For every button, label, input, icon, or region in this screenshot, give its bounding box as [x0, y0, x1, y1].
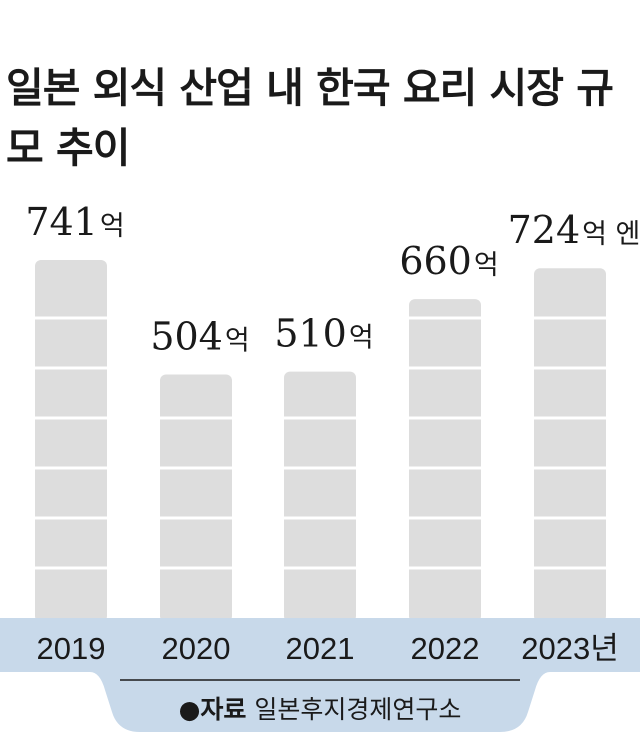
value-label: 724억 엔	[508, 208, 640, 252]
source-label: 자료	[200, 695, 246, 724]
value-label-unit: 억	[349, 323, 374, 354]
bar	[284, 371, 356, 622]
bar	[35, 260, 107, 622]
x-tick-label: 2023년	[521, 631, 618, 666]
chart-title: 일본 외식 산업 내 한국 요리 시장 규모 추이	[6, 64, 614, 172]
value-label-unit: 억	[100, 211, 125, 242]
source-name: 일본후지경제연구소	[254, 695, 461, 724]
source-text: ●자료 일본후지경제연구소	[179, 695, 462, 724]
value-label: 660억	[399, 239, 498, 283]
value-label-number: 510	[274, 312, 347, 356]
value-label-number: 724	[508, 208, 581, 252]
value-label-number: 504	[150, 315, 223, 359]
bar	[534, 268, 606, 622]
source-group: ●자료 일본후지경제연구소	[179, 695, 462, 724]
value-label-unit: 억 엔	[582, 219, 640, 250]
bar	[409, 299, 481, 622]
x-tick-label: 2019	[37, 631, 106, 666]
bars-group	[35, 260, 606, 622]
value-label: 504억	[150, 315, 249, 359]
axis-band-shape	[0, 618, 640, 732]
value-label: 741억	[25, 200, 124, 244]
x-tick-labels-group: 2019 2020 2021 2022 2023년	[37, 631, 619, 666]
value-label-number: 660	[399, 239, 472, 283]
x-tick-label: 2021	[286, 631, 355, 666]
value-label: 510억	[274, 312, 373, 356]
x-tick-label: 2020	[162, 631, 231, 666]
x-tick-label: 2022	[411, 631, 480, 666]
value-label-unit: 억	[474, 250, 499, 281]
axis-band	[0, 618, 640, 732]
source-marker: ●	[179, 695, 201, 724]
bar	[160, 374, 232, 622]
value-label-number: 741	[25, 200, 98, 244]
value-label-unit: 억	[225, 326, 250, 357]
